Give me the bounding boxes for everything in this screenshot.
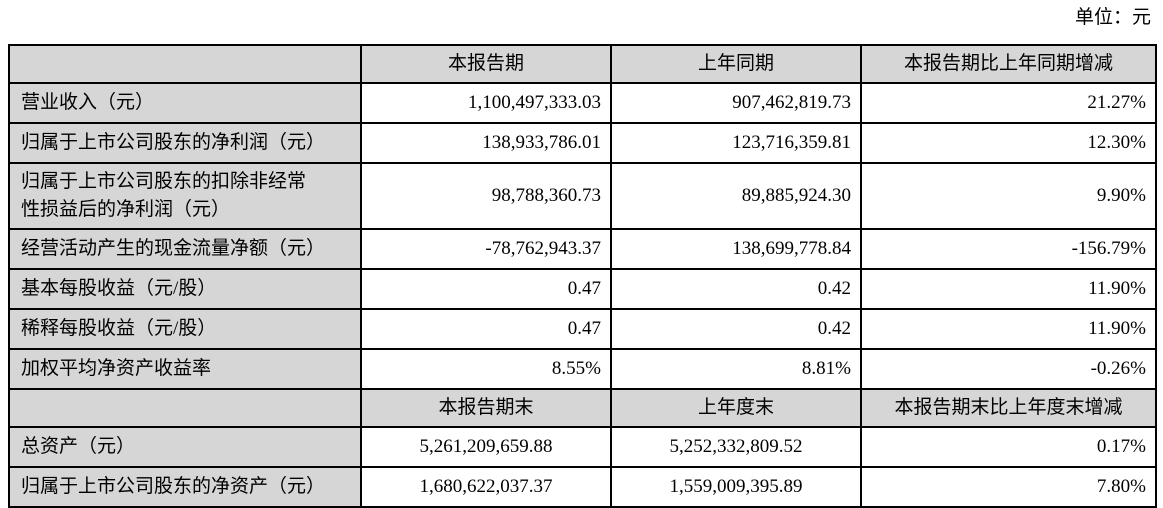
value-cell: -78,762,943.37 (360, 228, 612, 270)
value-cell: 12.30% (860, 122, 1157, 164)
value-cell: 89,885,924.30 (610, 162, 862, 230)
value-cell: 11.90% (860, 268, 1157, 310)
table-row: 基本每股收益（元/股） 0.47 0.42 11.90% (8, 268, 1157, 310)
value-cell: 907,462,819.73 (610, 82, 862, 124)
column-header-cell: 本报告期末比上年度末增减 (860, 388, 1157, 428)
value-cell: 7.80% (860, 466, 1157, 508)
value-cell: 138,699,778.84 (610, 228, 862, 270)
row-label-cell: 营业收入（元） (8, 82, 362, 124)
value-cell: 0.42 (610, 268, 862, 310)
value-cell: 0.47 (360, 308, 612, 350)
value-cell: 1,559,009,395.89 (610, 466, 862, 508)
row-label-cell: 稀释每股收益（元/股） (8, 308, 362, 350)
value-cell: 5,252,332,809.52 (610, 426, 862, 468)
value-cell: 138,933,786.01 (360, 122, 612, 164)
column-header-cell: 上年同期 (610, 44, 862, 84)
header-corner-cell (8, 44, 362, 84)
table-row: 归属于上市公司股东的净资产（元） 1,680,622,037.37 1,559,00… (8, 466, 1157, 508)
row-label-cell: 基本每股收益（元/股） (8, 268, 362, 310)
table-row: 总资产（元） 5,261,209,659.88 5,252,332,809.52 0.… (8, 426, 1157, 468)
column-header-row: 本报告期 上年同期 本报告期比上年同期增减 (8, 44, 1157, 84)
column-header-cell: 本报告期末 (360, 388, 612, 428)
value-cell: 9.90% (860, 162, 1157, 230)
value-cell: 0.42 (610, 308, 862, 350)
financial-summary-table: 本报告期 上年同期 本报告期比上年同期增减 营业收入（元） 1,100,497,333.… (8, 44, 1157, 508)
value-cell: 8.55% (360, 348, 612, 390)
value-cell: 8.81% (610, 348, 862, 390)
value-cell: 21.27% (860, 82, 1157, 124)
column-header-cell: 本报告期比上年同期增减 (860, 44, 1157, 84)
value-cell: 1,680,622,037.37 (360, 466, 612, 508)
value-cell: 0.17% (860, 426, 1157, 468)
value-cell: 98,788,360.73 (360, 162, 612, 230)
value-cell: 0.47 (360, 268, 612, 310)
unit-label: 单位：元 (1074, 7, 1151, 28)
table-row: 加权平均净资产收益率 8.55% 8.81% -0.26% (8, 348, 1157, 390)
row-label-cell: 总资产（元） (8, 426, 362, 468)
row-label-cell: 经营活动产生的现金流量净额（元） (8, 228, 362, 270)
value-cell: -156.79% (860, 228, 1157, 270)
value-cell: 1,100,497,333.03 (360, 82, 612, 124)
column-header-cell: 本报告期 (360, 44, 612, 84)
table-row: 归属于上市公司股东的净利润（元） 138,933,786.01 123,716,35… (8, 122, 1157, 164)
header-corner-cell (8, 388, 362, 428)
table-row: 稀释每股收益（元/股） 0.47 0.42 11.90% (8, 308, 1157, 350)
value-cell: 123,716,359.81 (610, 122, 862, 164)
value-cell: -0.26% (860, 348, 1157, 390)
column-header-row: 本报告期末 上年度末 本报告期末比上年度末增减 (8, 388, 1157, 428)
value-cell: 5,261,209,659.88 (360, 426, 612, 468)
table-row: 营业收入（元） 1,100,497,333.03 907,462,819.73 21.… (8, 82, 1157, 124)
column-header-cell: 上年度末 (610, 388, 862, 428)
value-cell: 11.90% (860, 308, 1157, 350)
row-label-cell: 归属于上市公司股东的扣除非经常 性损益后的净利润（元） (8, 162, 362, 230)
row-label-cell: 加权平均净资产收益率 (8, 348, 362, 390)
financial-summary-table-body: 本报告期 上年同期 本报告期比上年同期增减 营业收入（元） 1,100,497,333.… (8, 44, 1157, 508)
row-label-cell: 归属于上市公司股东的净利润（元） (8, 122, 362, 164)
table-row: 归属于上市公司股东的扣除非经常 性损益后的净利润（元） 98,788,360.73… (8, 162, 1157, 230)
row-label-cell: 归属于上市公司股东的净资产（元） (8, 466, 362, 508)
table-row: 经营活动产生的现金流量净额（元） -78,762,943.37 138,699,77… (8, 228, 1157, 270)
